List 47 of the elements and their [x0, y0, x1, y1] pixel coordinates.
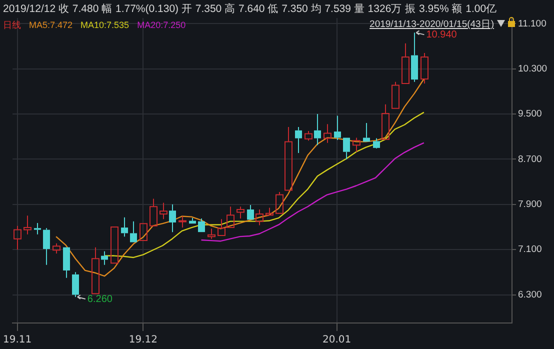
text: MA10:7.535	[80, 20, 130, 30]
y-tick-label: 9.500	[518, 108, 542, 120]
candlestick	[160, 202, 168, 220]
candlestick	[43, 228, 50, 266]
annotation: 6.260	[87, 294, 113, 305]
candlestick	[236, 206, 244, 220]
chart-title: 2019/12/12 收 7.480 幅 1.77%(0.130) 开 7.350 高 7.640 低 7.350 均 7.539 量 1326万 振 3.95% 额 1.00亿	[3, 2, 498, 16]
candlestick	[363, 122, 370, 142]
candlestick	[324, 124, 332, 144]
candlestick	[150, 198, 158, 226]
annotation: 10.940	[426, 29, 458, 40]
candlestick	[169, 204, 176, 233]
x-tick-label: 20.01	[322, 334, 352, 346]
text: MA5:7.472	[29, 20, 73, 30]
y-tick-label: 7.900	[518, 199, 542, 210]
candlestick	[247, 204, 254, 220]
candlestick	[343, 138, 350, 160]
candlestick	[295, 126, 302, 154]
y-tick-label: 11.100	[518, 18, 546, 30]
candlestick	[121, 216, 128, 238]
chart-subtitle: 2019/11/13-2020/01/15(43日)	[370, 18, 494, 30]
candlestick	[130, 220, 137, 242]
y-tick-label: 6.300	[518, 289, 542, 300]
x-tick-label: 19.12	[128, 334, 158, 346]
candlestick	[72, 272, 79, 298]
candlestick	[34, 222, 41, 235]
y-tick-label: 8.700	[518, 154, 542, 165]
candlestick	[178, 216, 186, 228]
text: MA20:7.250	[137, 20, 186, 30]
candlestick	[334, 115, 341, 140]
candlestick	[63, 247, 70, 278]
candlestick	[411, 32, 418, 82]
candlestick	[276, 191, 284, 214]
candlestick	[382, 104, 390, 140]
legend-title: 日线	[3, 20, 21, 30]
y-tick-label: 10.300	[518, 63, 548, 74]
candlestick	[92, 246, 100, 294]
candlestick	[314, 114, 321, 146]
x-tick-label: 19.11	[3, 334, 32, 346]
y-tick-label: 7.100	[518, 244, 542, 256]
candlestick	[352, 137, 360, 152]
candlestick	[24, 215, 32, 235]
candlestick	[284, 126, 292, 191]
candlestick	[402, 42, 410, 84]
candlestick	[208, 228, 216, 240]
candlestick	[198, 218, 205, 232]
candlestick	[14, 225, 22, 250]
